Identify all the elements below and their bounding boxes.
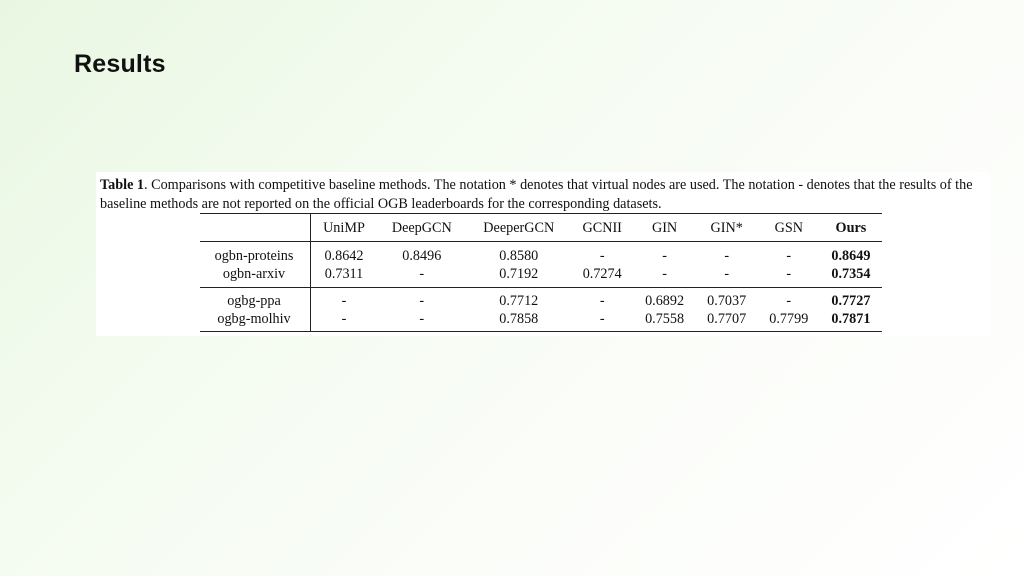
table-cell: - — [419, 293, 425, 309]
table-cell: - — [786, 293, 792, 309]
table-cell: 0.7858 — [499, 311, 539, 327]
results-table: UniMP DeepGCN DeeperGCN GCNII GIN GIN* G… — [200, 213, 882, 332]
table-cell: 0.7712 — [499, 293, 539, 309]
table-cell: 0.7192 — [499, 266, 539, 282]
table-cell: - — [724, 266, 730, 282]
table-cell-ours: 0.8649 — [831, 248, 871, 264]
table-cell: - — [662, 248, 667, 264]
table-cell: 0.7274 — [582, 266, 622, 282]
table-cell: - — [662, 266, 667, 282]
table-cell: 0.7707 — [707, 311, 747, 327]
table-row: ogbg-molhiv - - 0.7858 - 0.7558 0.7707 0… — [200, 310, 882, 332]
row-label: ogbg-molhiv — [200, 310, 311, 332]
table-cell: 0.7799 — [769, 311, 809, 327]
table-cell: - — [786, 248, 792, 264]
table-cell: 0.8642 — [324, 248, 364, 264]
table-cell: - — [419, 311, 425, 327]
table-cell: 0.7311 — [324, 266, 364, 282]
table-row: ogbn-proteins 0.8642 0.8496 0.8580 - - -… — [200, 241, 882, 265]
col-header-deepgcn: DeepGCN — [391, 219, 452, 236]
caption-label: Table 1 — [100, 177, 145, 193]
table-cell: - — [599, 248, 605, 264]
col-header-gcnii: GCNII — [582, 219, 622, 236]
row-label: ogbg-ppa — [200, 287, 311, 310]
table-figure: Table 1. Comparisons with competitive ba… — [96, 172, 990, 336]
table-cell-ours: 0.7727 — [831, 293, 871, 309]
col-header-gin: GIN — [651, 219, 678, 236]
col-header-unimp: UniMP — [323, 219, 365, 236]
table-cell: - — [786, 266, 792, 282]
row-label: ogbn-arxiv — [200, 265, 311, 288]
table-cell: - — [599, 293, 605, 309]
table-cell: 0.6892 — [645, 293, 685, 309]
table-cell-ours: 0.7871 — [831, 311, 871, 327]
col-header-gin-star: GIN* — [710, 219, 743, 236]
col-header-ours: Ours — [835, 219, 867, 236]
table-cell: 0.8580 — [499, 248, 539, 264]
node-datasets-group: ogbn-proteins 0.8642 0.8496 0.8580 - - -… — [200, 241, 882, 288]
table-cell: - — [724, 248, 730, 264]
graph-datasets-group: ogbg-ppa - - 0.7712 - 0.6892 0.7037 - 0.… — [200, 287, 882, 332]
table-cell: 0.8496 — [402, 248, 442, 264]
table-row: ogbg-ppa - - 0.7712 - 0.6892 0.7037 - 0.… — [200, 287, 882, 310]
row-label: ogbn-proteins — [200, 241, 311, 265]
table-caption: Table 1. Comparisons with competitive ba… — [100, 176, 986, 214]
caption-text: . Comparisons with competitive baseline … — [100, 177, 973, 212]
slide-title: Results — [74, 50, 166, 78]
col-header-deepergcn: DeeperGCN — [483, 219, 555, 236]
col-header-gsn: GSN — [774, 219, 803, 236]
table-cell: 0.7558 — [645, 311, 685, 327]
table-cell: 0.7037 — [707, 293, 747, 309]
header-row: UniMP DeepGCN DeeperGCN GCNII GIN GIN* G… — [200, 213, 882, 242]
table-cell: - — [599, 311, 605, 327]
table-cell-ours: 0.7354 — [831, 266, 871, 282]
table-cell: - — [341, 311, 347, 327]
header-corner — [200, 213, 311, 242]
table-cell: - — [419, 266, 425, 282]
table-cell: - — [341, 293, 347, 309]
table-row: ogbn-arxiv 0.7311 - 0.7192 0.7274 - - - … — [200, 265, 882, 288]
